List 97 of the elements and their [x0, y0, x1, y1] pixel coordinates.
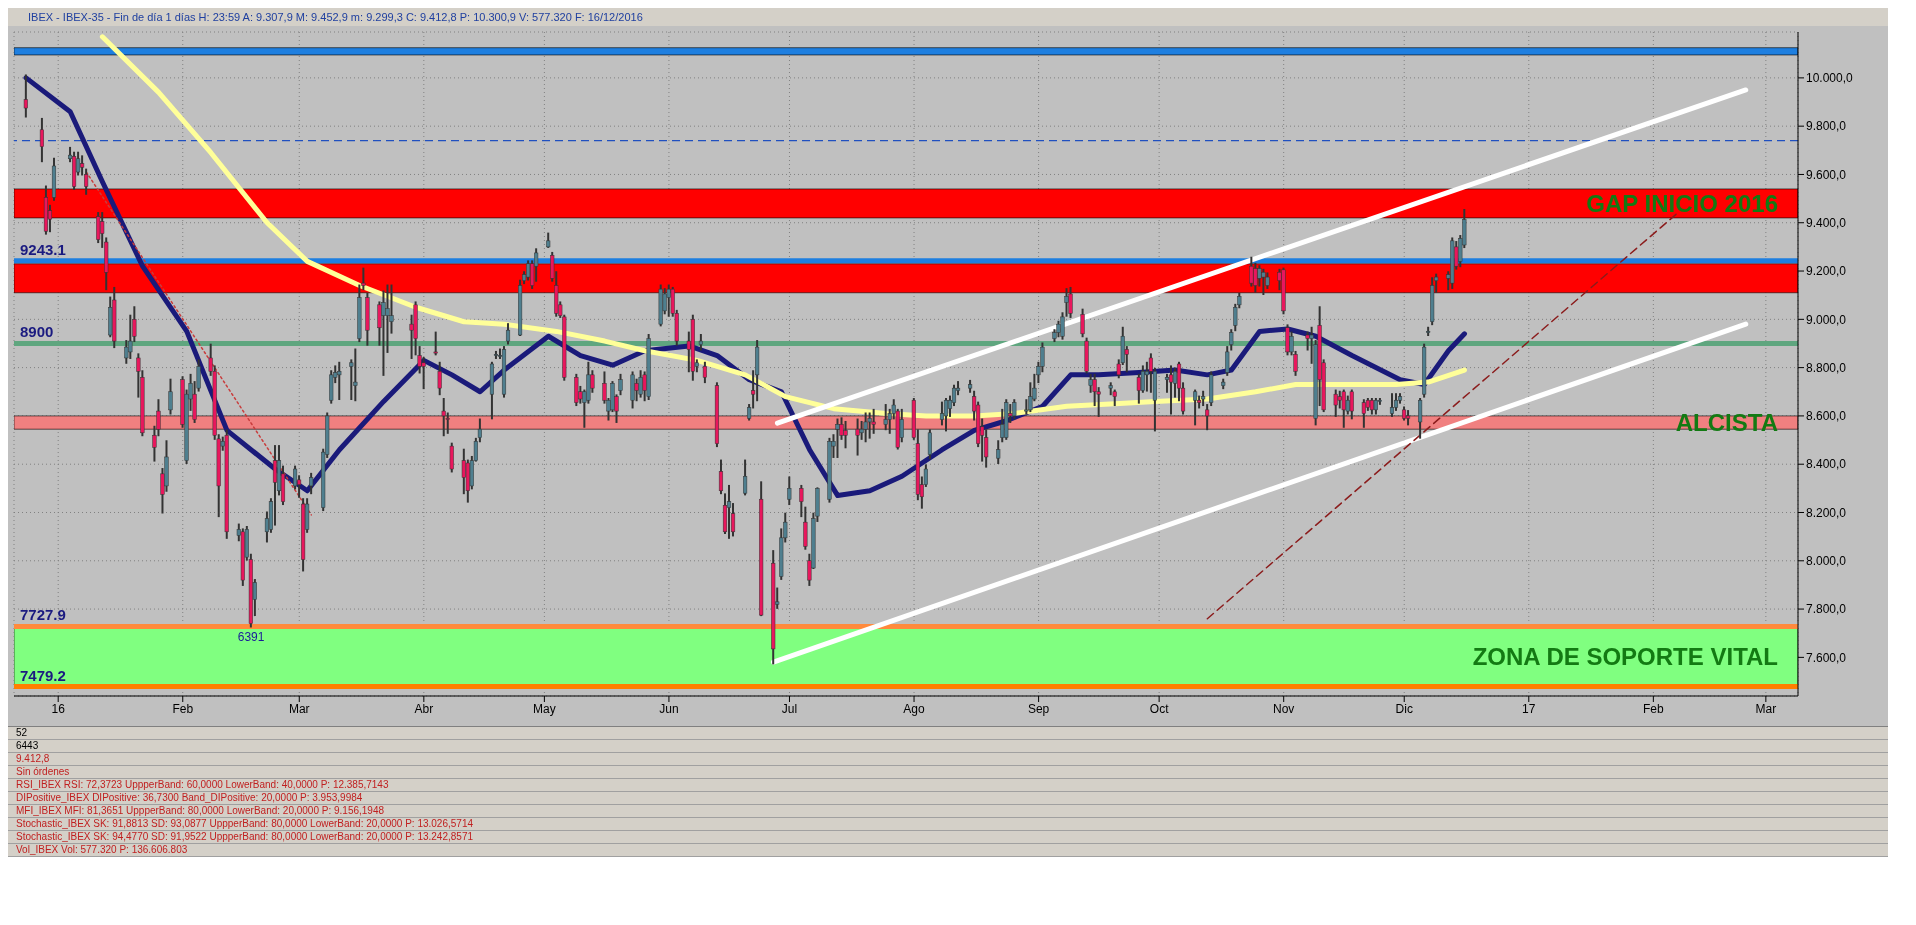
y-tick-label: 7.600,0 [1806, 650, 1847, 665]
candlestick [883, 404, 888, 431]
annotation: 6391 [237, 630, 265, 645]
x-tick-label: Jun [659, 701, 679, 716]
x-tick-label: Ago [903, 701, 926, 716]
y-tick-label: 9.800,0 [1806, 119, 1847, 134]
candlestick [1261, 268, 1266, 295]
candlestick [1225, 346, 1230, 376]
text: Sin órdenes [8, 766, 1888, 779]
x-tick-label: Feb [1643, 701, 1665, 716]
candlestick [1229, 329, 1234, 351]
candlestick [385, 284, 390, 353]
candlestick [618, 373, 623, 396]
candlestick [337, 361, 342, 401]
y-tick-label: 7.800,0 [1806, 602, 1847, 617]
band-label: ZONA DE SOPORTE VITAL [1472, 642, 1778, 670]
candlestick [743, 459, 748, 496]
band-label: GAP INICIO 2016 [1586, 189, 1778, 217]
candlestick [96, 212, 101, 244]
ref-line-label: 9243.1 [20, 240, 66, 258]
candlestick [996, 440, 1001, 464]
text: Stochastic_IBEX SK: 91,8813 SD: 93,0877 UppperBand: 80,0000 LowerBand: 20,0000 P: 13.026,5714 [8, 818, 1888, 831]
candlestick [855, 418, 860, 456]
candlestick [1333, 389, 1338, 417]
x-tick-label: Feb [172, 701, 194, 716]
text: MFI_IBEX MFI: 81,3651 UppperBand: 80,0000 LowerBand: 20,0000 P: 9.156,1948 [8, 805, 1888, 818]
candlestick [441, 398, 446, 437]
text: 6443 [8, 740, 1888, 753]
x-tick-label: Abr [414, 701, 434, 716]
y-tick-label: 8.200,0 [1806, 505, 1847, 520]
candlestick [309, 472, 314, 495]
candlestick [1164, 373, 1170, 393]
y-tick-label: 8.800,0 [1806, 360, 1847, 375]
text: 52 [8, 727, 1888, 740]
y-tick-label: 9.600,0 [1806, 167, 1847, 182]
x-tick-label: Sep [1027, 701, 1050, 716]
candlestick [787, 476, 792, 506]
ref-line-label: 7727.9 [20, 606, 66, 624]
candlestick [867, 412, 872, 439]
text: 9.412,8 [8, 753, 1888, 766]
candlestick [634, 378, 639, 402]
candlestick [433, 331, 438, 356]
candlestick [1168, 365, 1174, 415]
candlestick [449, 442, 454, 473]
x-tick-label: Dic [1395, 701, 1413, 716]
candlestick [863, 412, 868, 443]
candlestick [1205, 404, 1210, 431]
candlestick [1349, 389, 1354, 420]
candlestick [1136, 373, 1141, 404]
x-tick-label: Jul [781, 701, 798, 716]
candlestick [1012, 399, 1017, 420]
candlestick [1361, 399, 1366, 428]
candlestick [943, 398, 949, 432]
y-tick-label: 8.000,0 [1806, 554, 1847, 569]
y-tick-label: 8.400,0 [1806, 457, 1847, 472]
candlestick [1341, 389, 1346, 428]
y-tick-label: 8.600,0 [1806, 409, 1847, 424]
candlestick [23, 74, 28, 118]
candlestick [1068, 286, 1073, 318]
candlestick [437, 361, 442, 396]
y-tick-label: 10.000,0 [1806, 71, 1854, 86]
candlestick [421, 356, 426, 390]
x-tick-label: Oct [1149, 701, 1170, 716]
y-tick-label: 9.000,0 [1806, 312, 1847, 327]
candlestick [927, 429, 932, 460]
x-tick-label: Mar [1755, 701, 1777, 716]
candlestick [799, 484, 804, 518]
y-tick-label: 9.400,0 [1806, 216, 1847, 231]
candlestick [505, 323, 511, 345]
band-label: ALCISTA [1675, 409, 1778, 437]
chart-title: IBEX - IBEX-35 - Fin de día 1 días H: 23:59 A: 9.307,9 M: 9.452,9 m: 9.299,3 C: 9.412,8 P: 10.300,9 V: 577.320 F: 16/12/2016 [8, 8, 1888, 26]
candlestick [843, 420, 848, 449]
candlestick [835, 418, 840, 458]
candlestick [1080, 308, 1085, 338]
text: DIPositive_IBEX DIPositive: 36,7300 Band_DIPositive: 20,0000 P: 3.953,9984 [8, 792, 1888, 805]
ref-line-label: 8900 [20, 323, 54, 341]
x-tick-label: May [533, 701, 556, 716]
x-tick-label: 17 [1522, 701, 1536, 716]
text: Stochastic_IBEX SK: 94,4770 SD: 91,9522 UppperBand: 80,0000 LowerBand: 20,0000 P: 13.242,8571 [8, 831, 1888, 844]
candlestick [1418, 398, 1423, 439]
candlestick [702, 361, 707, 384]
candlestick [493, 350, 499, 359]
candlestick [1193, 389, 1198, 426]
x-tick-label: Nov [1273, 701, 1295, 716]
x-tick-label: Mar [288, 701, 310, 716]
candlestick [39, 117, 44, 163]
text: Vol_IBEX Vol: 577.320 P: 136.606.803 [8, 844, 1888, 857]
candlestick [666, 284, 671, 317]
candlestick [168, 378, 173, 415]
x-tick-label: 16 [51, 701, 66, 716]
ref-line-label: 7479.2 [20, 666, 66, 684]
y-tick-label: 9.200,0 [1806, 264, 1847, 279]
candlestick [718, 459, 724, 495]
text: RSI_IBEX RSI: 72,3723 UppperBand: 60,0000 LowerBand: 40,0000 P: 12.385,7143 [8, 779, 1888, 792]
candlestick [1426, 326, 1431, 337]
candlestick [353, 348, 358, 402]
candlestick [638, 370, 643, 398]
